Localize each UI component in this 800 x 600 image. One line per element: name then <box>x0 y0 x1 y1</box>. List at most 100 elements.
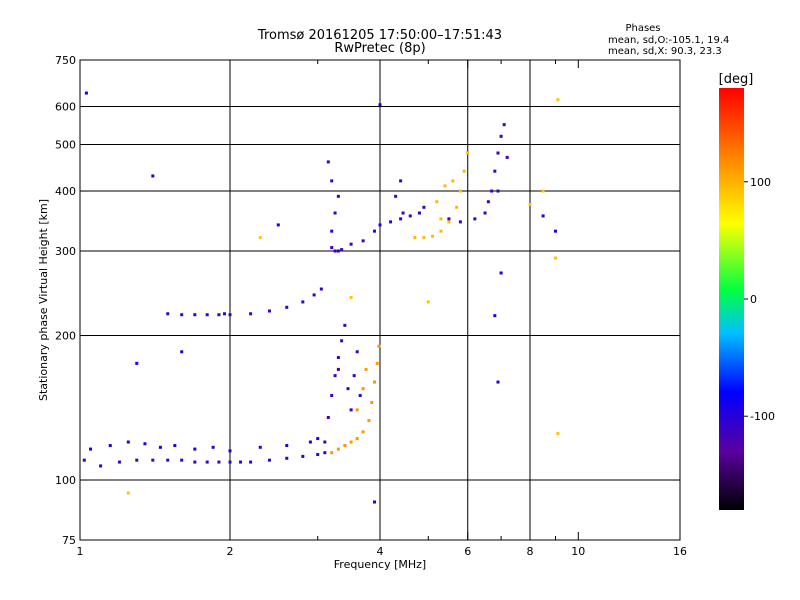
data-point <box>361 430 365 434</box>
data-point <box>466 151 470 155</box>
data-point <box>458 189 462 193</box>
data-point <box>355 350 359 354</box>
data-point <box>319 287 323 291</box>
data-point <box>370 401 374 405</box>
data-point <box>343 323 347 327</box>
x-tick-label: 16 <box>673 545 687 558</box>
data-point <box>285 456 289 460</box>
data-point <box>89 447 93 451</box>
data-point <box>330 394 334 398</box>
data-point <box>553 256 557 260</box>
data-point <box>399 217 403 221</box>
data-point <box>193 313 197 317</box>
data-point <box>364 367 368 371</box>
data-point <box>349 296 353 300</box>
data-point <box>349 242 353 246</box>
x-tick-label: 1 <box>77 545 84 558</box>
data-point <box>541 214 545 218</box>
y-tick-label: 600 <box>55 101 76 114</box>
data-point <box>447 217 451 221</box>
data-point <box>499 271 503 275</box>
data-point <box>223 312 227 316</box>
data-point <box>408 214 412 218</box>
data-point <box>346 387 350 391</box>
data-point <box>323 451 327 455</box>
data-points <box>82 91 560 504</box>
data-point <box>258 236 262 240</box>
data-point <box>180 350 184 354</box>
data-point <box>375 361 379 365</box>
data-point <box>126 440 130 444</box>
data-point <box>378 223 382 227</box>
data-point <box>330 179 334 183</box>
data-point <box>336 194 340 198</box>
data-point <box>373 380 377 384</box>
data-point <box>333 249 337 253</box>
data-point <box>211 445 215 449</box>
x-tick-label: 4 <box>377 545 384 558</box>
colorbar-tick-label: -100 <box>750 410 775 423</box>
x-axis-label: Frequency [MHz] <box>334 558 426 571</box>
data-point <box>151 458 155 462</box>
data-point <box>355 437 359 441</box>
data-point <box>166 312 170 316</box>
data-point <box>326 160 330 164</box>
data-point <box>316 453 320 457</box>
data-point <box>276 223 280 227</box>
data-point <box>228 460 232 464</box>
stats-heading: Phases <box>625 23 660 34</box>
data-point <box>301 454 305 458</box>
data-point <box>502 123 506 127</box>
data-point <box>166 458 170 462</box>
data-point <box>193 447 197 451</box>
grid-layer <box>80 60 680 540</box>
data-point <box>312 293 316 297</box>
x-tick-label: 10 <box>571 545 585 558</box>
data-point <box>205 460 209 464</box>
data-point <box>180 458 184 462</box>
data-point <box>553 229 557 233</box>
data-point <box>333 211 337 215</box>
data-point <box>447 220 451 224</box>
data-point <box>333 374 337 378</box>
data-point <box>361 239 365 243</box>
data-point <box>285 444 289 448</box>
data-point <box>399 179 403 183</box>
data-point <box>84 91 88 95</box>
stats-line-x: mean, sd,X: 90.3, 23.3 <box>608 46 722 57</box>
data-point <box>326 415 330 419</box>
data-point <box>486 200 490 204</box>
data-point <box>249 312 253 316</box>
data-point <box>267 309 271 313</box>
data-point <box>228 313 232 317</box>
data-point <box>462 169 466 173</box>
data-point <box>413 236 417 240</box>
data-point <box>336 355 340 359</box>
data-point <box>330 451 334 455</box>
data-point <box>343 444 347 448</box>
data-point <box>349 408 353 412</box>
data-point <box>493 169 497 173</box>
data-point <box>205 313 209 317</box>
x-tick-label: 6 <box>464 545 471 558</box>
data-point <box>316 437 320 441</box>
y-axis-label: Stationary phase Virtual Height [km] <box>37 199 50 401</box>
data-point <box>389 220 393 224</box>
data-point <box>541 189 545 193</box>
data-point <box>323 440 327 444</box>
data-point <box>361 387 365 391</box>
data-point <box>180 313 184 317</box>
data-point <box>422 205 426 209</box>
data-point <box>528 202 532 206</box>
data-point <box>99 464 103 468</box>
data-point <box>151 174 155 178</box>
axis-layer: 1 2 4 6 8 10 16 75 100 200 300 400 500 600 750 <box>55 54 687 558</box>
data-point <box>349 440 353 444</box>
data-point <box>556 98 560 102</box>
data-point <box>496 151 500 155</box>
data-point <box>439 217 443 221</box>
chart-title: Tromsø 20161205 17:50:00–17:51:43 <box>257 28 502 43</box>
x-tick-label: 8 <box>527 545 534 558</box>
